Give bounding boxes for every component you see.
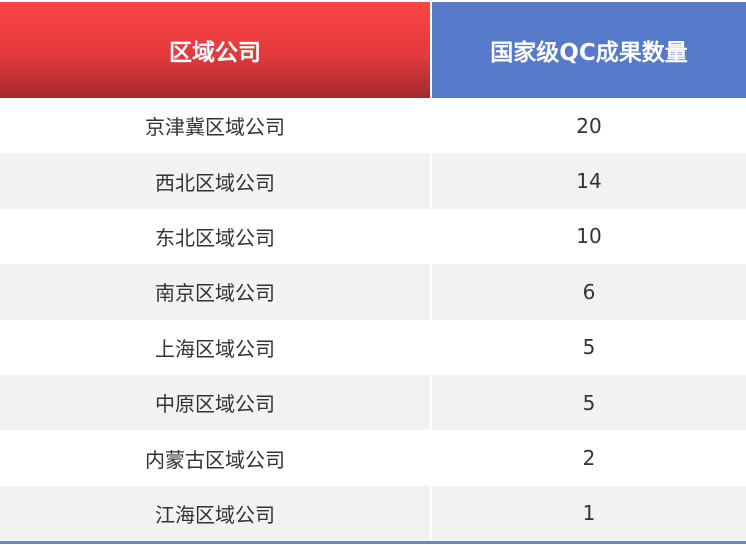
region-cell: 内蒙古区域公司 bbox=[0, 430, 430, 486]
region-cell: 西北区域公司 bbox=[0, 153, 430, 209]
count-cell: 14 bbox=[432, 153, 746, 209]
table-row: 江海区域公司 1 bbox=[0, 485, 746, 542]
table-bottom-border bbox=[0, 541, 746, 544]
region-cell: 中原区域公司 bbox=[0, 374, 430, 431]
count-cell: 5 bbox=[432, 319, 746, 375]
region-cell: 江海区域公司 bbox=[0, 485, 430, 542]
table-row: 内蒙古区域公司 2 bbox=[0, 430, 746, 486]
table-row: 东北区域公司 10 bbox=[0, 208, 746, 265]
table-row: 京津冀区域公司 20 bbox=[0, 98, 746, 154]
region-cell: 上海区域公司 bbox=[0, 319, 430, 375]
table-body: 京津冀区域公司 20 西北区域公司 14 东北区域公司 10 南京区域公司 6 上海区域公司 5 中… bbox=[0, 98, 746, 542]
region-cell: 京津冀区域公司 bbox=[0, 98, 430, 154]
count-cell: 6 bbox=[432, 264, 746, 320]
header-qc-count: 国家级QC成果数量 bbox=[432, 2, 746, 98]
table-row: 西北区域公司 14 bbox=[0, 153, 746, 209]
count-cell: 2 bbox=[432, 430, 746, 486]
count-cell: 10 bbox=[432, 208, 746, 265]
table-row: 中原区域公司 5 bbox=[0, 374, 746, 431]
table-row: 上海区域公司 5 bbox=[0, 319, 746, 375]
table-header: 区域公司 国家级QC成果数量 bbox=[0, 2, 746, 98]
table-row: 南京区域公司 6 bbox=[0, 264, 746, 320]
region-cell: 东北区域公司 bbox=[0, 208, 430, 265]
header-region-company: 区域公司 bbox=[0, 2, 430, 98]
count-cell: 5 bbox=[432, 374, 746, 431]
count-cell: 20 bbox=[432, 98, 746, 154]
region-cell: 南京区域公司 bbox=[0, 264, 430, 320]
count-cell: 1 bbox=[432, 485, 746, 542]
